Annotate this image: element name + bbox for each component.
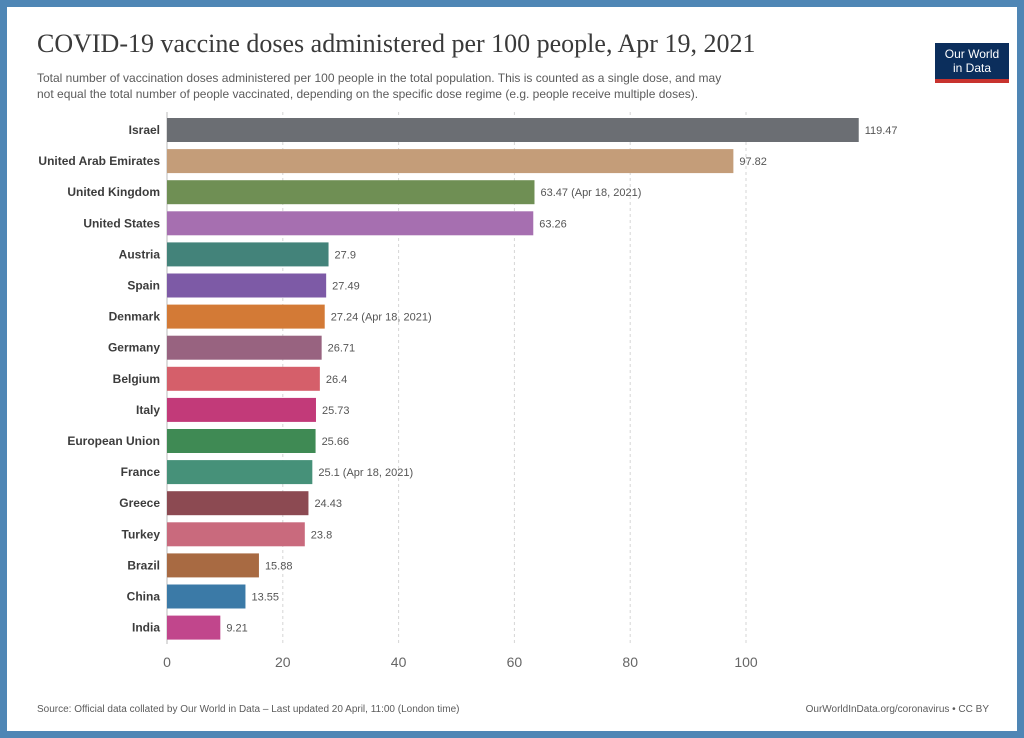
subtitle-line-1: Total number of vaccination doses admini… [37, 71, 722, 85]
category-label: United Arab Emirates [38, 154, 160, 168]
value-label: 63.47 (Apr 18, 2021) [540, 187, 641, 199]
category-label: Greece [119, 496, 160, 510]
bar [167, 211, 534, 236]
value-label: 13.55 [251, 592, 279, 604]
bar [167, 615, 221, 640]
category-label: European Union [67, 434, 160, 448]
bar [167, 180, 535, 205]
category-label: Austria [119, 247, 161, 261]
logo-text-line-2: in Data [952, 61, 992, 75]
value-label: 9.21 [226, 623, 247, 635]
value-label: 27.24 (Apr 18, 2021) [331, 312, 432, 324]
category-label: France [121, 465, 161, 479]
subtitle-line-2: not equal the total number of people vac… [37, 87, 699, 101]
bar [167, 491, 309, 516]
category-label: Belgium [113, 372, 160, 386]
bar [167, 522, 305, 547]
value-label: 97.82 [739, 156, 767, 168]
category-label: United Kingdom [67, 185, 160, 199]
category-label: Brazil [127, 558, 160, 572]
chart-subtitle: Total number of vaccination doses admini… [37, 70, 917, 102]
value-label: 63.26 [539, 218, 567, 230]
value-label: 15.88 [265, 560, 293, 572]
bar [167, 366, 320, 391]
x-tick-label: 0 [163, 654, 171, 670]
bar [167, 460, 313, 485]
x-tick-label: 80 [622, 654, 638, 670]
category-label: China [127, 590, 161, 604]
value-label: 25.1 (Apr 18, 2021) [318, 467, 413, 479]
value-label: 26.4 [326, 374, 347, 386]
category-label: India [132, 621, 160, 635]
value-label: 25.66 [322, 436, 350, 448]
source-link[interactable]: OurWorldInData.org/coronavirus • CC BY [805, 704, 989, 715]
owid-logo[interactable]: Our World in Data [935, 43, 1009, 83]
logo-text-line-1: Our World [944, 47, 1000, 61]
x-tick-label: 20 [275, 654, 291, 670]
bar [167, 584, 246, 609]
category-label: Spain [127, 279, 160, 293]
value-label: 24.43 [314, 498, 342, 510]
category-label: United States [83, 216, 160, 230]
value-label: 119.47 [865, 125, 898, 137]
value-label: 23.8 [311, 529, 332, 541]
category-label: Germany [108, 341, 160, 355]
value-label: 26.71 [328, 343, 356, 355]
source-note: Source: Official data collated by Our Wo… [37, 704, 460, 715]
category-label: Italy [136, 403, 160, 417]
category-label: Turkey [122, 527, 161, 541]
x-tick-label: 40 [391, 654, 407, 670]
category-label: Denmark [109, 310, 161, 324]
bar [167, 397, 316, 422]
value-label: 25.73 [322, 405, 350, 417]
bar [167, 273, 327, 298]
x-tick-label: 60 [507, 654, 523, 670]
value-label: 27.9 [335, 249, 356, 261]
value-label: 27.49 [332, 281, 360, 293]
bar [167, 118, 859, 142]
x-tick-label: 100 [734, 654, 758, 670]
bar [167, 304, 325, 329]
bar [167, 553, 259, 578]
category-label: Israel [129, 123, 160, 137]
chart-title: COVID-19 vaccine doses administered per … [37, 29, 756, 58]
bar [167, 335, 322, 360]
bar [167, 429, 316, 453]
bar [167, 149, 734, 174]
bar [167, 242, 329, 267]
